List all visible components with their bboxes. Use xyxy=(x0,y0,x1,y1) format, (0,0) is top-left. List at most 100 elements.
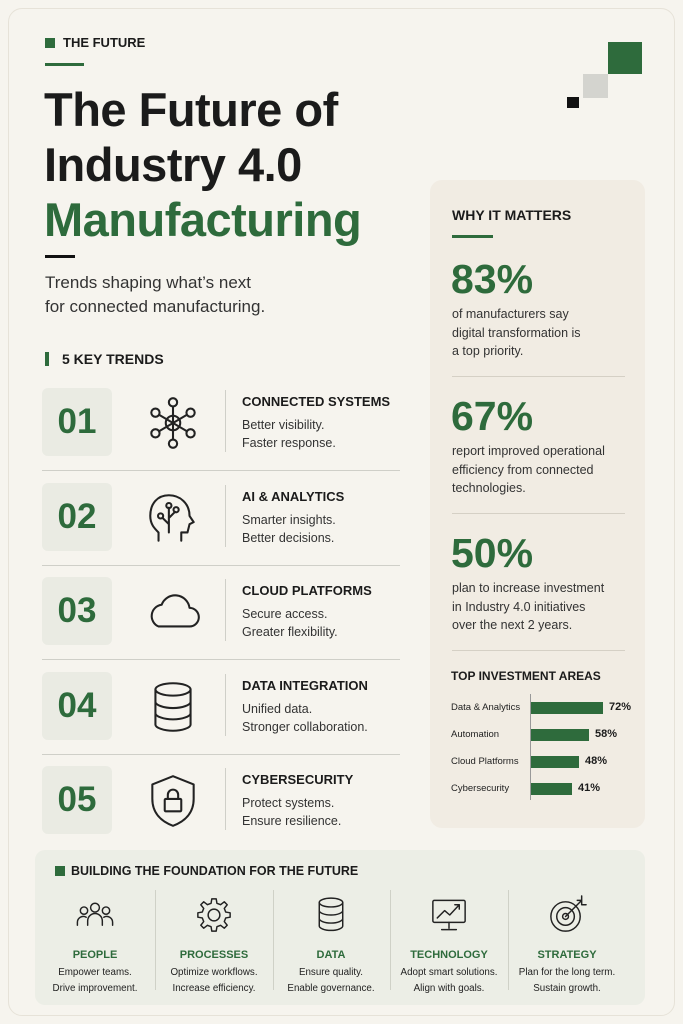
bar-category-label: Data & Analytics xyxy=(451,702,521,713)
pillar-text: Adopt smart solutions. xyxy=(400,967,498,978)
pillar-title: PEOPLE xyxy=(72,949,118,961)
pillar-text: Align with goals. xyxy=(413,983,485,994)
pillar-icon xyxy=(73,893,117,937)
trend-title: AI & ANALYTICS xyxy=(242,488,345,504)
pillar-divider xyxy=(390,890,391,990)
stat-separator xyxy=(452,650,625,651)
foundation-heading: BUILDING THE FOUNDATION FOR THE FUTURE xyxy=(71,864,359,878)
stat-text: efficiency from connected xyxy=(452,462,594,477)
trend-separator xyxy=(42,564,400,566)
pillar-title: TECHNOLOGY xyxy=(410,949,488,961)
stats-panel xyxy=(430,180,645,828)
trend-icon-svg xyxy=(151,775,195,827)
stat-text: in Industry 4.0 initiatives xyxy=(452,599,586,614)
section-marker xyxy=(45,352,49,366)
pillar-text: Sustain growth. xyxy=(533,983,601,994)
deco-square xyxy=(608,42,642,74)
pillar-text: Enable governance. xyxy=(287,983,375,994)
stat-text: report improved operational xyxy=(452,444,605,458)
trend-title: CLOUD PLATFORMS xyxy=(242,583,372,598)
trend-text: Protect systems. xyxy=(242,796,335,810)
page-frame xyxy=(8,8,675,1016)
pillar-text: Plan for the long term. xyxy=(518,967,616,978)
panel-heading: WHY IT MATTERS xyxy=(452,207,572,223)
trend-number-box xyxy=(42,671,112,740)
bar xyxy=(531,756,579,768)
stat-value: 67% xyxy=(451,393,534,439)
pillar-icon xyxy=(309,893,353,937)
subtitle: Trends shaping what’s next xyxy=(45,273,252,292)
trend-title: CYBERSECURITY xyxy=(242,772,354,787)
trend-divider xyxy=(225,390,226,452)
stat-value: 50% xyxy=(451,530,534,576)
bar-value-label: 72% xyxy=(609,701,632,713)
eyebrow: THE FUTURE xyxy=(63,35,146,50)
trend-number: 01 xyxy=(57,402,97,441)
pillar-text: Drive improvement. xyxy=(52,983,138,994)
stat-separator xyxy=(452,376,625,377)
trend-number-box xyxy=(42,766,112,834)
trend-icon-svg xyxy=(154,681,192,732)
trend-text: Better visibility. xyxy=(242,418,325,432)
trend-number: 04 xyxy=(57,685,97,725)
pillar-icon-svg xyxy=(432,899,466,931)
trend-icon xyxy=(142,770,204,832)
pillar-icon-svg xyxy=(76,902,114,926)
trend-text: Smarter insights. xyxy=(242,512,336,527)
trend-number-box xyxy=(42,388,112,456)
trend-divider xyxy=(225,768,226,830)
section-marker xyxy=(55,866,65,876)
trend-divider xyxy=(225,484,226,547)
pillar-icon-svg xyxy=(550,895,587,932)
trend-number: 05 xyxy=(57,780,97,819)
pillar-icon-svg xyxy=(197,898,231,932)
pillar-title: PROCESSES xyxy=(179,949,249,961)
trend-divider xyxy=(225,673,226,736)
pillar-text: Increase efficiency. xyxy=(172,983,256,994)
chart-title: TOP INVESTMENT AREAS xyxy=(451,669,601,683)
stat-value: 83% xyxy=(451,256,534,302)
pillar-divider xyxy=(154,890,156,990)
trend-text: Better decisions. xyxy=(242,530,335,545)
trend-icon xyxy=(142,392,204,454)
trend-number: 03 xyxy=(57,591,97,630)
title-line: The Future of xyxy=(44,83,338,136)
title-rule xyxy=(45,255,75,258)
bar-category-label: Cloud Platforms xyxy=(451,756,519,767)
trend-text: Stronger collaboration. xyxy=(242,719,368,734)
trend-number-box xyxy=(42,482,112,551)
eyebrow-marker xyxy=(45,38,55,48)
trend-icon-svg xyxy=(149,493,195,542)
stat-text: over the next 2 years. xyxy=(452,618,573,632)
pillar-title: STRATEGY xyxy=(537,949,597,961)
bar-value-label: 48% xyxy=(585,755,608,767)
pillar-text: Ensure quality. xyxy=(298,967,364,978)
panel-rule xyxy=(452,235,493,238)
section-heading: 5 KEY TRENDS xyxy=(62,351,164,367)
pillar-text: Optimize workflows. xyxy=(170,967,258,978)
bar-category-label: Automation xyxy=(451,729,500,740)
trend-title: DATA INTEGRATION xyxy=(242,677,368,693)
bar-category-label: Cybersecurity xyxy=(451,783,510,794)
trend-icon-svg xyxy=(150,397,196,449)
bar xyxy=(531,729,589,741)
trend-separator xyxy=(42,659,400,660)
trend-text: Secure access. xyxy=(242,607,328,621)
pillar-icon xyxy=(427,893,471,937)
pillar-icon xyxy=(192,893,236,937)
trend-separator xyxy=(42,753,400,755)
subtitle: for connected manufacturing. xyxy=(45,297,266,316)
chart-axis xyxy=(530,694,531,800)
foundation-panel xyxy=(35,850,645,1005)
trend-icon xyxy=(142,676,204,738)
pillar-icon-svg xyxy=(318,897,344,932)
trend-text: Faster response. xyxy=(242,436,336,450)
deco-square xyxy=(567,97,579,108)
stat-text: plan to increase investment xyxy=(452,581,605,595)
trend-text: Unified data. xyxy=(242,701,313,716)
trend-title: CONNECTED SYSTEMS xyxy=(242,394,391,409)
trend-icon xyxy=(142,487,204,549)
stat-separator xyxy=(452,513,625,514)
pillar-text: Empower teams. xyxy=(58,967,132,978)
